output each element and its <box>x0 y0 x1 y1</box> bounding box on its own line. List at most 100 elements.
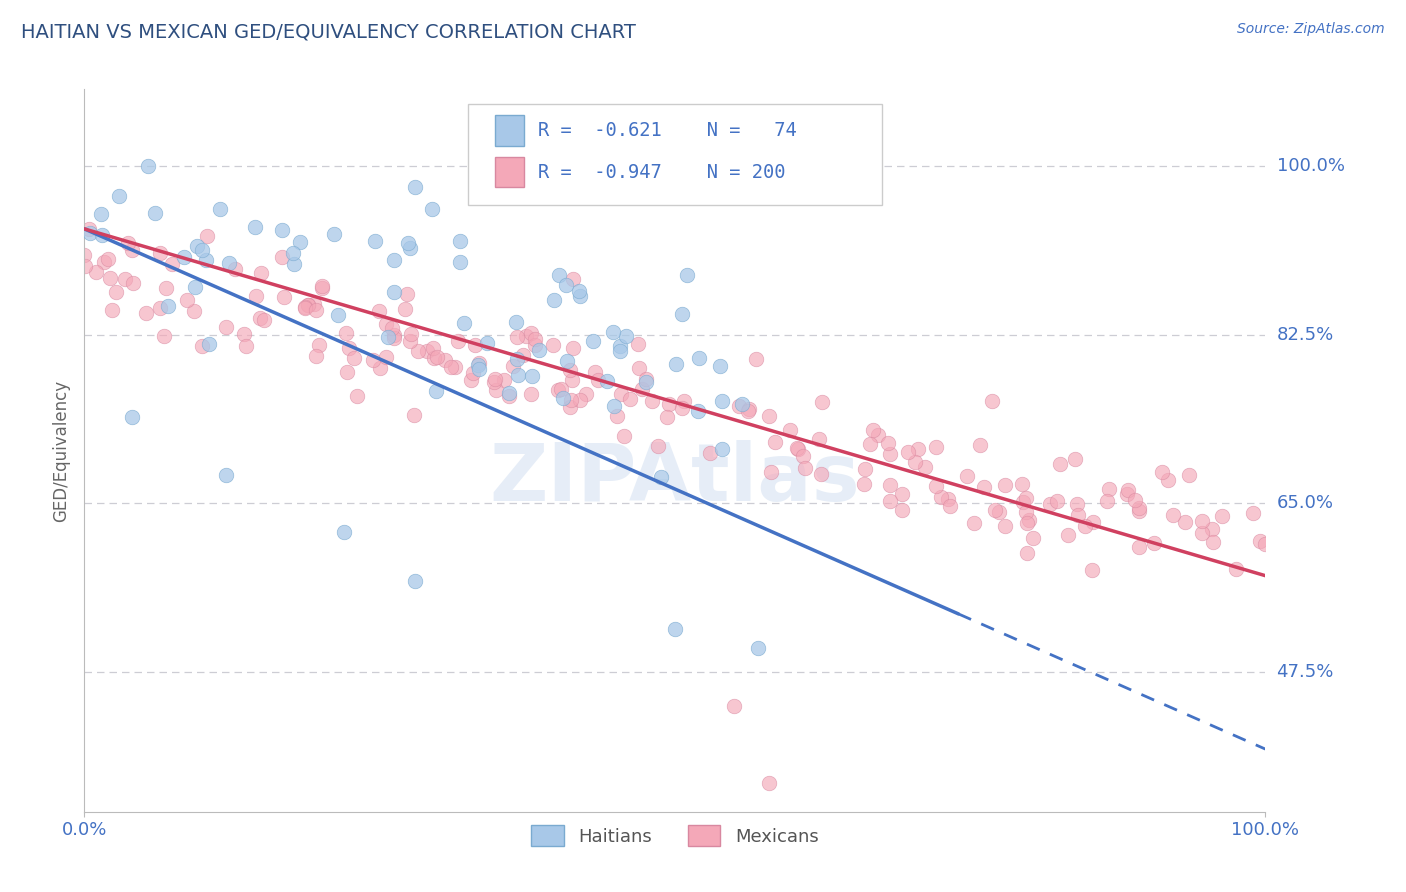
Point <box>925 479 948 493</box>
Point <box>634 375 657 389</box>
Point <box>984 502 1007 516</box>
Y-axis label: GED/Equivalency: GED/Equivalency <box>52 379 70 522</box>
Point <box>477 336 499 351</box>
Point <box>425 384 447 398</box>
Point <box>1254 536 1277 550</box>
Point <box>404 408 426 422</box>
Point <box>195 229 218 244</box>
Point <box>1056 527 1078 541</box>
Point <box>375 350 398 364</box>
Point <box>665 357 688 371</box>
Point <box>568 284 591 298</box>
Point <box>449 234 471 248</box>
Point <box>368 361 391 376</box>
Point <box>980 393 1002 408</box>
Point <box>218 255 240 269</box>
Point <box>541 337 564 351</box>
Point <box>245 289 267 303</box>
Point <box>1128 504 1150 518</box>
Point <box>963 516 986 531</box>
Text: ZIPAtlas: ZIPAtlas <box>489 441 860 518</box>
Point <box>382 252 405 267</box>
Point <box>155 281 177 295</box>
Point <box>364 234 387 248</box>
Point <box>524 338 547 352</box>
Point <box>423 351 446 365</box>
Point <box>1115 487 1137 501</box>
Point <box>614 329 637 343</box>
Point <box>288 235 311 249</box>
Point <box>1191 514 1213 528</box>
Point <box>117 235 139 250</box>
Point <box>728 400 751 414</box>
Point <box>1083 515 1105 529</box>
Point <box>121 409 143 424</box>
Point <box>195 252 218 267</box>
Point <box>506 330 529 344</box>
Point <box>1157 473 1180 487</box>
Point <box>731 396 754 410</box>
Point <box>890 503 912 517</box>
Point <box>586 373 609 387</box>
Point <box>619 392 641 406</box>
Point <box>101 302 124 317</box>
Point <box>1174 515 1197 529</box>
Point <box>779 423 801 437</box>
Legend: Haitians, Mexicans: Haitians, Mexicans <box>524 818 825 854</box>
Point <box>143 206 166 220</box>
Point <box>460 373 482 387</box>
Point <box>498 386 520 401</box>
Point <box>1211 508 1233 523</box>
Point <box>647 440 669 454</box>
Point <box>853 462 876 476</box>
Point <box>1049 458 1071 472</box>
Point <box>520 386 543 401</box>
Point <box>1039 498 1062 512</box>
Point <box>381 320 404 334</box>
Point <box>297 297 319 311</box>
Point <box>711 442 734 456</box>
Point <box>877 435 900 450</box>
Text: 47.5%: 47.5% <box>1277 663 1334 681</box>
Point <box>606 409 628 423</box>
Point <box>988 505 1011 519</box>
Text: HAITIAN VS MEXICAN GED/EQUIVALENCY CORRELATION CHART: HAITIAN VS MEXICAN GED/EQUIVALENCY CORRE… <box>21 22 636 41</box>
Point <box>73 247 96 261</box>
Point <box>862 423 884 437</box>
Point <box>914 460 936 475</box>
Point <box>440 359 463 374</box>
Point <box>969 438 991 452</box>
Point <box>468 356 491 370</box>
Point <box>484 375 506 389</box>
Point <box>602 399 624 413</box>
Point <box>936 492 959 507</box>
Point <box>394 302 416 317</box>
Point <box>399 334 422 349</box>
Point <box>520 326 543 341</box>
Point <box>97 252 120 266</box>
FancyBboxPatch shape <box>495 115 523 145</box>
Point <box>523 332 546 346</box>
Point <box>561 374 583 388</box>
Point <box>811 394 834 409</box>
Point <box>484 371 506 385</box>
Point <box>879 493 901 508</box>
Point <box>1064 452 1087 467</box>
Point <box>582 334 605 349</box>
Point <box>1017 546 1039 560</box>
Point <box>1022 531 1045 545</box>
Point <box>711 394 734 409</box>
Point <box>613 429 636 443</box>
Point <box>1241 507 1264 521</box>
Point <box>395 286 418 301</box>
Point <box>367 304 389 318</box>
Point <box>1128 540 1150 554</box>
Point <box>568 289 591 303</box>
Point <box>494 373 516 387</box>
Point <box>114 272 136 286</box>
Point <box>311 279 333 293</box>
Point <box>505 351 527 366</box>
Point <box>1191 526 1213 541</box>
Point <box>502 359 524 374</box>
Point <box>398 241 420 255</box>
